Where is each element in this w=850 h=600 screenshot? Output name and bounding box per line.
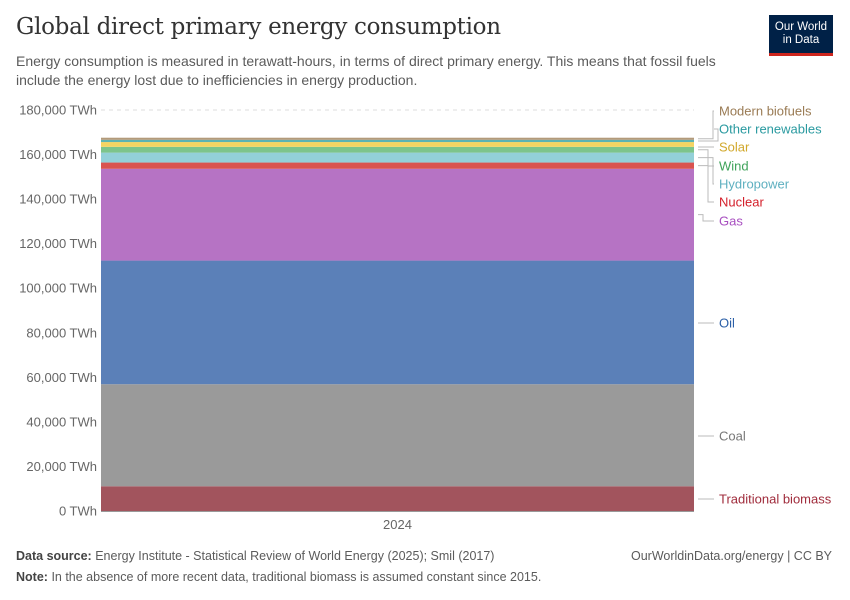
source-text[interactable]: Energy Institute - Statistical Review of…: [95, 549, 495, 563]
credit-link[interactable]: OurWorldinData.org/energy | CC BY: [630, 549, 832, 563]
label-connector: [698, 157, 714, 185]
label-connector: [698, 128, 719, 142]
note-text: In the absence of more recent data, trad…: [51, 570, 542, 584]
label-connector: [698, 165, 714, 203]
bar-segment-wind: [101, 146, 694, 153]
logo-line-1: Our World: [774, 21, 828, 33]
chart-subtitle: Energy consumption is measured in terawa…: [16, 53, 716, 88]
series-label-other-renewables: Other renewables: [719, 122, 822, 137]
y-tick-label: 0 TWh: [59, 504, 97, 519]
data-source: Data source: Energy Institute - Statisti…: [16, 549, 494, 563]
owid-logo[interactable]: Our World in Data: [769, 15, 833, 56]
footnote: Note: In the absence of more recent data…: [16, 570, 541, 584]
series-label-wind: Wind: [719, 159, 749, 174]
bar-segment-traditional-biomass: [101, 486, 694, 511]
series-label-modern-biofuels: Modern biofuels: [719, 104, 812, 119]
y-tick-label: 60,000 TWh: [26, 370, 97, 385]
y-tick-label: 160,000 TWh: [19, 147, 97, 162]
bar-segment-modern-biofuels: [101, 137, 694, 140]
bar-segment-other-renewables: [101, 139, 694, 143]
y-tick-label: 100,000 TWh: [19, 281, 97, 296]
chart-title: Global direct primary energy consumption: [16, 14, 501, 40]
y-tick-label: 120,000 TWh: [19, 236, 97, 251]
bar-segment-oil: [101, 260, 694, 385]
y-tick-label: 80,000 TWh: [26, 325, 97, 340]
bar-segment-gas: [101, 168, 694, 261]
note-label: Note:: [16, 570, 48, 584]
series-label-hydropower: Hydropower: [719, 177, 790, 192]
series-label-oil: Oil: [719, 316, 735, 331]
y-tick-label: 20,000 TWh: [26, 459, 97, 474]
label-connector: [698, 214, 714, 222]
x-tick-label: 2024: [383, 517, 412, 532]
label-connector: [698, 110, 714, 140]
logo-line-2: in Data: [782, 34, 820, 46]
series-label-traditional-biomass: Traditional biomass: [719, 492, 832, 507]
series-label-gas: Gas: [719, 214, 743, 229]
bar-segment-solar: [101, 142, 694, 147]
bar-segment-hydropower: [101, 152, 694, 163]
y-tick-label: 140,000 TWh: [19, 192, 97, 207]
y-tick-label: 40,000 TWh: [26, 414, 97, 429]
series-label-coal: Coal: [719, 429, 746, 444]
bar-segment-coal: [101, 384, 694, 487]
series-label-solar: Solar: [719, 140, 750, 155]
y-tick-label: 180,000 TWh: [19, 103, 97, 118]
bar-segment-nuclear: [101, 162, 694, 169]
label-connector: [698, 149, 714, 167]
source-label: Data source:: [16, 549, 92, 563]
series-label-nuclear: Nuclear: [719, 195, 764, 210]
